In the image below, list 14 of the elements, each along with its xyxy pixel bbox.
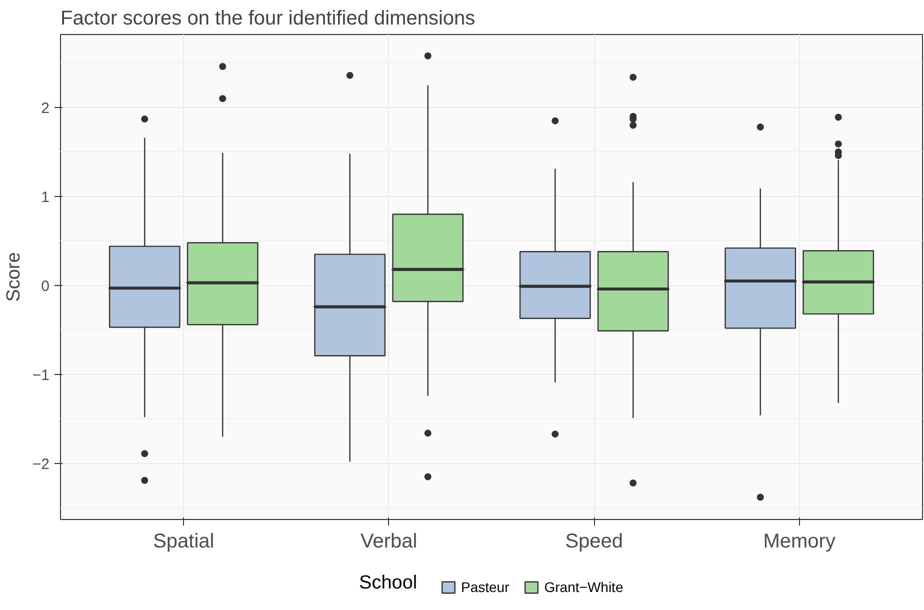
x-tick-label: Spatial [153,530,214,552]
y-tick-label: 0 [41,278,50,295]
legend-title: School [359,572,418,594]
y-axis-title: Score [3,252,24,302]
y-tick-label: 2 [41,100,50,117]
y-tick-label: 1 [41,188,50,206]
chart-title: Factor scores on the four identified dimensions [60,8,476,30]
legend-label: Grant−White [544,579,624,595]
y-tick-label: −1 [32,366,50,384]
y-tick-label: −2 [32,456,50,473]
x-tick-label: Speed [565,530,624,552]
x-tick-label: Memory [763,530,836,552]
x-tick-label: Verbal [360,530,418,552]
legend-label: Pasteur [461,579,510,595]
